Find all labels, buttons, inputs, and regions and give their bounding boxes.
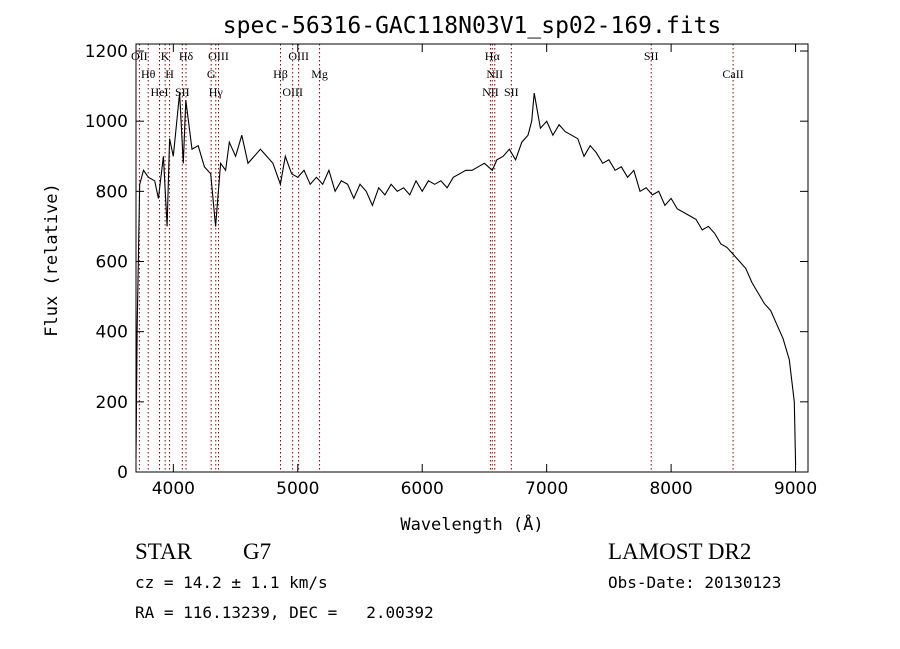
marker-label-10: Hβ	[273, 67, 288, 81]
spectral-line-markers	[138, 44, 734, 472]
marker-label-12: OIII	[288, 49, 309, 63]
marker-label-18: SII	[644, 49, 659, 63]
marker-label-9: OIII	[208, 49, 229, 63]
object-subclass: G7	[243, 539, 272, 564]
y-axis-label: Flux (relative)	[42, 183, 62, 337]
spectral-line-labels: OIIHθHeIKHSIIHδGHγOIIIHβOIIIOIIIMgNIIHαN…	[131, 49, 744, 99]
coordinates-info: RA = 116.13239, DEC = 2.00392	[135, 603, 434, 622]
x-tick-label-5: 9000	[774, 479, 817, 499]
x-tick-label-3: 7000	[525, 479, 568, 499]
y-axis-ticks: 0 200 400 600 800 1000 1200	[85, 42, 808, 483]
marker-label-15: Hα	[485, 49, 501, 63]
x-tick-label-4: 8000	[649, 479, 692, 499]
marker-label-11: OIII	[282, 85, 303, 99]
y-tick-label-2: 400	[96, 323, 128, 343]
marker-label-0: OII	[131, 49, 148, 63]
marker-label-6: Hδ	[179, 49, 194, 63]
y-tick-label-4: 800	[96, 182, 128, 202]
spectrum-line	[135, 93, 797, 466]
marker-label-8: Hγ	[209, 85, 224, 99]
marker-label-1: Hθ	[141, 67, 156, 81]
marker-label-19: CaII	[722, 67, 743, 81]
marker-label-16: NII	[486, 67, 503, 81]
y-tick-label-5: 1000	[85, 112, 128, 132]
survey-name: LAMOST DR2	[608, 539, 752, 564]
marker-label-13: Mg	[311, 67, 328, 81]
chart-title: spec-56316-GAC118N03V1_sp02-169.fits	[223, 13, 722, 39]
marker-label-5: SII	[175, 85, 190, 99]
x-axis-label: Wavelength (Å)	[400, 513, 543, 535]
x-tick-label-2: 6000	[401, 479, 444, 499]
x-tick-label-1: 5000	[276, 479, 319, 499]
observation-date: Obs-Date: 20130123	[608, 573, 782, 592]
redshift-info: cz = 14.2 ± 1.1 km/s	[135, 573, 328, 592]
plot-frame	[135, 43, 809, 473]
marker-label-4: H	[165, 67, 174, 81]
marker-label-7: G	[207, 67, 216, 81]
y-tick-label-1: 200	[96, 393, 128, 413]
y-tick-label-0: 0	[117, 463, 128, 483]
y-tick-label-6: 1200	[85, 42, 128, 62]
object-class: STAR	[135, 539, 192, 564]
marker-label-14: NII	[482, 85, 499, 99]
y-tick-label-3: 600	[96, 253, 128, 273]
marker-label-17: SII	[504, 85, 519, 99]
x-axis-ticks: 4000 5000 6000 7000 8000 9000	[152, 44, 817, 499]
x-tick-label-0: 4000	[152, 479, 195, 499]
marker-label-2: HeI	[151, 85, 169, 99]
marker-label-3: K	[161, 49, 170, 63]
